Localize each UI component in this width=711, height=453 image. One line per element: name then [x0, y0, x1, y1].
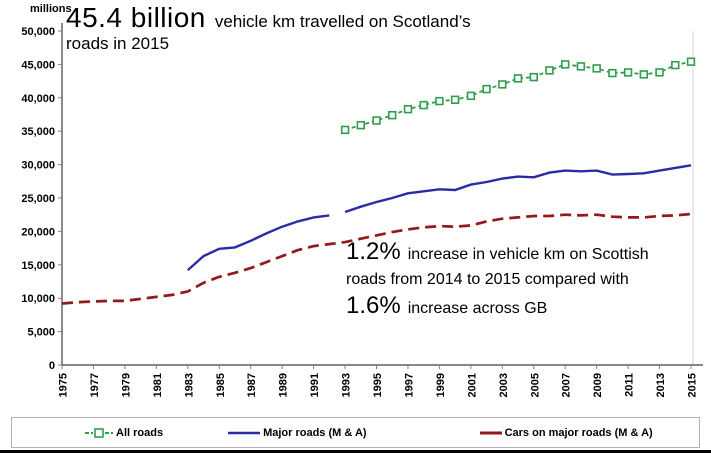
svg-text:1999: 1999: [435, 373, 447, 397]
legend-label: All roads: [116, 426, 164, 439]
svg-text:1979: 1979: [120, 373, 132, 397]
svg-text:20,000: 20,000: [21, 226, 55, 238]
svg-text:35,000: 35,000: [21, 126, 55, 138]
annotation-line3: 1.6% increase across GB: [346, 292, 649, 320]
svg-text:1987: 1987: [246, 373, 258, 397]
svg-text:1991: 1991: [309, 373, 321, 397]
chart-title-line2: roads in 2015: [66, 34, 170, 53]
annotation-line2: roads from 2014 to 2015 compared with: [346, 271, 629, 288]
chart-title: 45.4 billion vehicle km travelled on Sco…: [66, 2, 471, 54]
svg-text:45,000: 45,000: [21, 59, 55, 71]
svg-text:1981: 1981: [152, 373, 164, 397]
svg-text:2007: 2007: [561, 373, 573, 397]
legend-label: Major roads (M & A): [263, 426, 367, 439]
svg-text:0: 0: [49, 360, 55, 372]
svg-text:1975: 1975: [58, 373, 70, 397]
legend-label: Cars on major roads (M & A): [504, 426, 653, 439]
major-roads-line-swatch-icon: [228, 431, 261, 434]
svg-text:30,000: 30,000: [21, 160, 55, 172]
annotation-stat-2: 1.6%: [346, 292, 401, 319]
chart-title-line1: 45.4 billion vehicle km travelled on Sco…: [66, 2, 471, 34]
svg-text:1977: 1977: [89, 373, 101, 397]
chart-plot: 0 5,000 10,000 15,000 20,000 25,000 30,000 35,0…: [21, 23, 703, 397]
legend-item-major-roads: Major roads (M & A): [227, 427, 367, 439]
svg-text:5,000: 5,000: [27, 327, 55, 339]
svg-text:1985: 1985: [215, 373, 227, 397]
chart-legend: All roads Major roads (M & A) Cars on ma…: [11, 417, 700, 448]
svg-text:1983: 1983: [183, 373, 195, 397]
svg-text:2009: 2009: [592, 373, 604, 397]
svg-text:2015: 2015: [687, 373, 699, 397]
svg-text:10,000: 10,000: [21, 293, 55, 305]
headline-text: vehicle km travelled on Scotland’s: [214, 12, 471, 31]
annotation-text-1: increase in vehicle km on Scottish: [407, 246, 649, 263]
headline-value: 45.4 billion: [66, 2, 206, 33]
annotation-block: 1.2% increase in vehicle km on Scottish …: [346, 238, 649, 320]
svg-text:50,000: 50,000: [21, 26, 55, 38]
annotation-stat-1: 1.2%: [346, 238, 401, 265]
svg-text:2001: 2001: [466, 373, 478, 397]
svg-text:1989: 1989: [278, 373, 290, 397]
svg-text:25,000: 25,000: [21, 193, 55, 205]
svg-text:2003: 2003: [498, 373, 510, 397]
annotation-line1: 1.2% increase in vehicle km on Scottish: [346, 238, 649, 266]
svg-text:2013: 2013: [655, 373, 667, 397]
legend-item-cars-major-roads: Cars on major roads (M & A): [479, 427, 653, 439]
svg-text:2011: 2011: [624, 373, 636, 397]
svg-text:1995: 1995: [372, 373, 384, 397]
bottom-divider: [0, 450, 711, 453]
svg-text:15,000: 15,000: [21, 260, 55, 272]
y-axis-units-label: millions: [30, 3, 72, 15]
svg-text:1997: 1997: [403, 373, 415, 397]
all-roads-line-swatch-icon: [85, 427, 113, 438]
svg-text:2005: 2005: [529, 373, 541, 397]
svg-text:40,000: 40,000: [21, 93, 55, 105]
annotation-text-2: increase across GB: [407, 300, 548, 317]
legend-item-all-roads: All roads: [84, 427, 163, 439]
svg-text:1993: 1993: [341, 373, 353, 397]
cars-major-roads-line-swatch-icon: [479, 431, 502, 434]
